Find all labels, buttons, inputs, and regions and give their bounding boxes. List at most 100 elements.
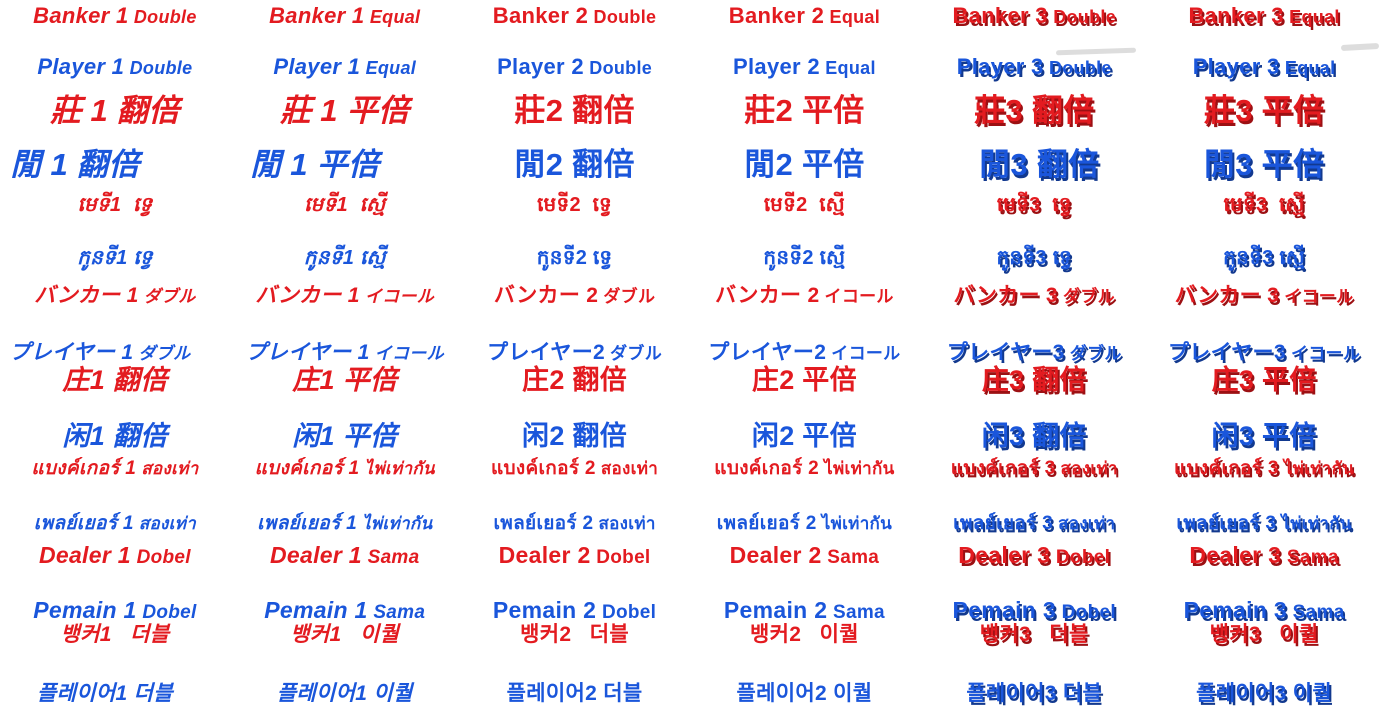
label-row-tw-player: 閒 1 翻倍 閒 1 平倍 閒2 翻倍 閒2 平倍 閒3 翻倍 閒3 平倍 [0, 146, 1379, 185]
label-main-text: 闲3 翻倍 [981, 421, 1087, 451]
label-suffix-text: ダブル [1069, 344, 1122, 363]
label-main-text: バンカー 1 [34, 284, 139, 307]
label-main-text: แบงค์เกอร์ 3 [950, 458, 1056, 479]
label-row-tw-banker: 莊 1 翻倍 莊 1 平倍 莊2 翻倍 莊2 平倍 莊3 翻倍 莊3 平倍 [0, 92, 1379, 131]
label-suffix-text: สองเท่า [138, 514, 197, 533]
label-main-text: 庄1 翻倍 [62, 365, 168, 395]
label-ja-player-1-equal: プレイヤー 1 イコール [230, 340, 460, 366]
label-row-ko-banker: 뱅커1 더블 뱅커1 이퀄 뱅커2 더블 뱅커2 이퀄 뱅커3 더블 뱅커3 이퀄 [0, 622, 1379, 648]
label-en-player-2-equal: Player 2 Equal [689, 53, 919, 81]
label-suffix-text: イコール [364, 287, 435, 306]
label-row-id-player: Pemain 1 Dobel Pemain 1 Sama Pemain 2 Dobel Pe… [0, 596, 1379, 625]
label-suffix-text: ダブル [1063, 287, 1115, 306]
label-ja-player-2-double: プレイヤー2 ダブル [460, 340, 690, 366]
label-main-text: 莊3 翻倍 [974, 93, 1095, 128]
label-main-text: 庄2 翻倍 [522, 365, 628, 395]
label-main-text: 플레이어2 이퀄 [736, 682, 873, 705]
label-main-text: មេទី3 ទ្វេ [996, 194, 1072, 216]
label-th-banker-1-double: แบงค์เกอร์ 1 สองเท่า [0, 455, 230, 483]
label-suffix-text: Double [593, 7, 657, 27]
label-ko-banker-1-double: 뱅커1 더블 [0, 622, 230, 648]
label-km-player-1-double: កូនទី1 ទ្វេ [0, 243, 230, 273]
label-ja-player-3-equal: プレイヤー3 イコール [1149, 340, 1379, 366]
label-main-text: 闲2 翻倍 [522, 421, 628, 451]
label-suffix-text: ไพ่เท่ากัน [821, 514, 893, 533]
label-main-text: 閒 1 平倍 [250, 147, 380, 182]
label-row-ja-player: プレイヤー 1 ダブル プレイヤー 1 イコール プレイヤー2 ダブル プレイヤー2 イコール… [0, 340, 1379, 366]
label-main-text: កូនទី3 ទ្វេ [996, 247, 1073, 269]
label-main-text: 莊2 平倍 [744, 93, 865, 128]
label-ko-player-2-double: 플레이어2 더블 [460, 681, 690, 707]
label-th-player-1-equal: เพลย์เยอร์ 1 ไพ่เท่ากัน [230, 510, 460, 538]
label-km-banker-1-double: មេទី1 ទ្វេ [0, 190, 230, 220]
label-suffix-text: Double [589, 58, 653, 78]
label-main-text: バンカー 3 [953, 284, 1058, 307]
label-id-player-1-double: Pemain 1 Dobel [0, 596, 230, 625]
label-ko-banker-2-equal: 뱅커2 이퀄 [689, 622, 919, 648]
label-main-text: 莊 1 翻倍 [50, 93, 180, 128]
label-cn-player-1-double: 闲1 翻倍 [0, 420, 230, 454]
label-row-th-player: เพลย์เยอร์ 1 สองเท่า เพลย์เยอร์ 1 ไพ่เท่ากั… [0, 510, 1379, 538]
label-cn-banker-3-double: 庄3 翻倍 [919, 364, 1149, 398]
label-main-text: 플레이어3 이퀄 [1196, 682, 1332, 705]
label-main-text: プレイヤー 1 [9, 341, 134, 364]
label-suffix-text: イコール [374, 344, 444, 363]
label-main-text: เพลย์เยอร์ 3 [1176, 513, 1277, 534]
label-suffix-text: ไพ่เท่ากัน [1283, 459, 1355, 478]
label-main-text: เพลย์เยอร์ 2 [716, 513, 817, 534]
label-km-banker-2-equal: មេទី2 ស្មើ [689, 190, 919, 220]
label-main-text: เพลย์เยอร์ 1 [257, 513, 357, 534]
label-row-th-banker: แบงค์เกอร์ 1 สองเท่า แบงค์เกอร์ 1 ไพ่เท่ากั… [0, 455, 1379, 483]
label-suffix-text: ダブル [610, 344, 662, 363]
label-ko-banker-1-equal: 뱅커1 이퀄 [230, 622, 460, 648]
label-tw-player-2-equal: 閒2 平倍 [689, 146, 919, 185]
label-en-banker-3-equal: Banker 3 Equal [1149, 2, 1379, 30]
label-main-text: แบงค์เกอร์ 2 [714, 458, 820, 479]
label-tw-player-2-double: 閒2 翻倍 [460, 146, 690, 185]
label-row-en-banker: Banker 1 Double Banker 1 Equal Banker 2 Doubl… [0, 2, 1379, 30]
label-km-banker-3-equal: មេទី3 ស្មើ [1149, 190, 1379, 220]
label-ko-player-2-equal: 플레이어2 이퀄 [689, 681, 919, 707]
label-id-player-3-double: Pemain 3 Dobel [919, 596, 1149, 625]
label-main-text: แบงค์เกอร์ 1 [254, 458, 360, 479]
label-main-text: プレイヤー 1 [245, 341, 370, 364]
label-main-text: 莊2 翻倍 [514, 93, 635, 128]
label-suffix-text: Double [133, 7, 197, 27]
ghost-artifact [1340, 43, 1379, 51]
label-main-text: មេទី1 ទ្វេ [77, 194, 153, 216]
label-main-text: មេទី3 ស្មើ [1223, 194, 1305, 216]
label-km-banker-1-equal: មេទី1 ស្មើ [230, 190, 460, 220]
label-main-text: เพลย์เยอร์ 2 [493, 513, 594, 534]
label-main-text: 뱅커1 더블 [60, 623, 170, 646]
label-suffix-text: イコール [1284, 287, 1354, 306]
label-main-text: Banker 3 [952, 3, 1048, 28]
label-main-text: កូនទី3 ស្មើ [1223, 247, 1306, 269]
label-id-banker-3-equal: Dealer 3 Sama [1149, 541, 1379, 570]
label-main-text: プレイヤー3 [1167, 341, 1286, 364]
label-suffix-text: Dobel [596, 547, 651, 568]
label-main-text: Banker 1 [33, 3, 129, 28]
label-km-player-3-equal: កូនទី3 ស្មើ [1149, 243, 1379, 273]
label-main-text: Dealer 3 [958, 542, 1051, 568]
label-main-text: 閒3 翻倍 [979, 147, 1100, 182]
label-main-text: 플레이어3 더블 [966, 682, 1103, 705]
label-suffix-text: Equal [365, 58, 417, 78]
label-cn-banker-1-equal: 庄1 平倍 [230, 364, 460, 398]
label-main-text: Dealer 2 [498, 542, 591, 568]
label-suffix-text: Sama [1286, 547, 1339, 568]
label-suffix-text: Dobel [142, 602, 197, 623]
label-ja-banker-3-equal: バンカー 3 イコール [1149, 283, 1379, 309]
label-main-text: 庄3 翻倍 [981, 365, 1087, 395]
label-main-text: Player 3 [956, 54, 1044, 79]
label-main-text: កូនទី2 ទ្វេ [536, 247, 613, 269]
label-id-banker-1-double: Dealer 1 Dobel [0, 541, 230, 570]
label-suffix-text: ダブル [138, 344, 191, 363]
label-suffix-text: ไพ่เท่ากัน [364, 459, 435, 478]
label-en-player-1-equal: Player 1 Equal [230, 53, 460, 81]
label-id-banker-3-double: Dealer 3 Dobel [919, 541, 1149, 570]
label-main-text: 莊3 平倍 [1203, 93, 1325, 128]
label-main-text: Banker 2 [492, 3, 589, 28]
label-tw-banker-2-double: 莊2 翻倍 [460, 92, 690, 131]
label-ko-player-1-double: 플레이어1 더블 [0, 681, 220, 707]
